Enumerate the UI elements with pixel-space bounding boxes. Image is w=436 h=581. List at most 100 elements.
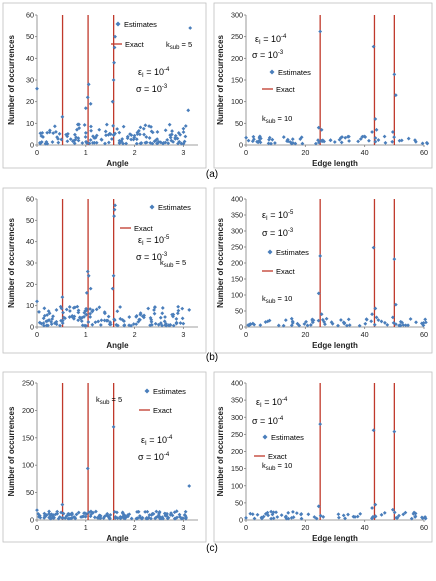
data-point (92, 515, 97, 520)
y-tick-label: 20 (26, 97, 34, 106)
data-point (60, 516, 65, 520)
data-point (158, 315, 163, 320)
data-point (83, 131, 88, 135)
data-point (117, 130, 122, 135)
data-point (38, 515, 43, 520)
data-point (247, 323, 252, 327)
data-point (152, 311, 157, 316)
data-point (109, 137, 114, 141)
data-point (316, 291, 321, 296)
data-point (141, 126, 146, 131)
data-point (131, 322, 136, 326)
data-point (290, 141, 295, 145)
data-point (279, 513, 284, 518)
y-tick-label: 0 (30, 141, 34, 150)
data-point (115, 510, 119, 515)
data-point (89, 512, 94, 517)
legend-exact-label: Exact (276, 85, 296, 94)
data-point (38, 141, 43, 146)
y-tick-label: 40 (26, 237, 34, 246)
data-point (137, 132, 142, 137)
data-point (115, 309, 120, 314)
panel-frame (213, 2, 433, 169)
data-point (337, 137, 342, 142)
data-point (183, 516, 188, 521)
data-point (80, 141, 85, 145)
data-point (121, 515, 126, 520)
data-point (88, 138, 93, 142)
data-point (154, 509, 159, 514)
data-point (370, 130, 374, 134)
data-point (423, 317, 428, 322)
data-point (90, 322, 95, 327)
data-point (104, 122, 109, 127)
data-point (145, 509, 150, 514)
data-point (143, 123, 148, 128)
data-point (119, 139, 124, 144)
data-point (125, 134, 130, 139)
data-point (88, 307, 93, 311)
y-tick-label: 50 (235, 498, 243, 507)
data-point (55, 135, 59, 140)
x-tick-label: 60 (420, 330, 428, 339)
data-point (77, 126, 82, 130)
data-point (108, 512, 113, 517)
row-label: (a) (206, 169, 218, 180)
data-point (300, 141, 305, 146)
data-point (357, 323, 362, 328)
data-point (187, 484, 192, 488)
data-point (255, 512, 260, 517)
data-point (180, 316, 185, 321)
data-point (82, 314, 86, 319)
data-point (136, 128, 141, 133)
data-point (406, 323, 410, 328)
data-point (257, 136, 262, 140)
data-point (89, 128, 93, 133)
data-point (299, 512, 303, 517)
data-point (80, 323, 85, 328)
data-point (61, 511, 66, 516)
data-point (424, 140, 429, 145)
data-point (250, 139, 255, 144)
data-point (105, 318, 110, 323)
data-point (423, 516, 428, 521)
sigma-annotation: σ = 10-3 (252, 50, 284, 60)
data-point (177, 139, 182, 144)
data-point (180, 306, 185, 311)
x-tick-label: 3 (181, 148, 185, 157)
data-point (332, 140, 337, 144)
data-point (171, 323, 176, 328)
data-point (383, 320, 387, 325)
data-point (390, 130, 395, 134)
data-point (113, 131, 117, 136)
data-point (66, 516, 71, 521)
data-point (60, 321, 65, 326)
data-point (56, 136, 60, 141)
data-point (414, 320, 418, 325)
data-point (341, 513, 346, 518)
data-point (86, 320, 91, 324)
data-point (275, 515, 280, 519)
data-point (44, 139, 49, 144)
data-point (271, 510, 276, 515)
data-point (113, 516, 118, 520)
data-point (284, 514, 288, 519)
data-point (370, 506, 374, 510)
data-point (163, 315, 167, 319)
data-point (83, 106, 88, 111)
data-point (153, 516, 158, 521)
data-point (137, 515, 142, 520)
data-point (81, 514, 86, 519)
data-point (121, 141, 125, 146)
y-tick-label: 100 (22, 461, 34, 470)
data-point (183, 124, 188, 128)
data-point (156, 512, 161, 516)
y-tick-label: 100 (231, 291, 243, 300)
k-sub-annotation: ksub = 10 (262, 294, 292, 305)
x-tick-label: 1 (84, 148, 88, 157)
data-point (346, 134, 351, 139)
data-point (52, 321, 57, 326)
data-point (293, 141, 298, 146)
data-point (65, 139, 70, 144)
data-point (84, 290, 89, 295)
